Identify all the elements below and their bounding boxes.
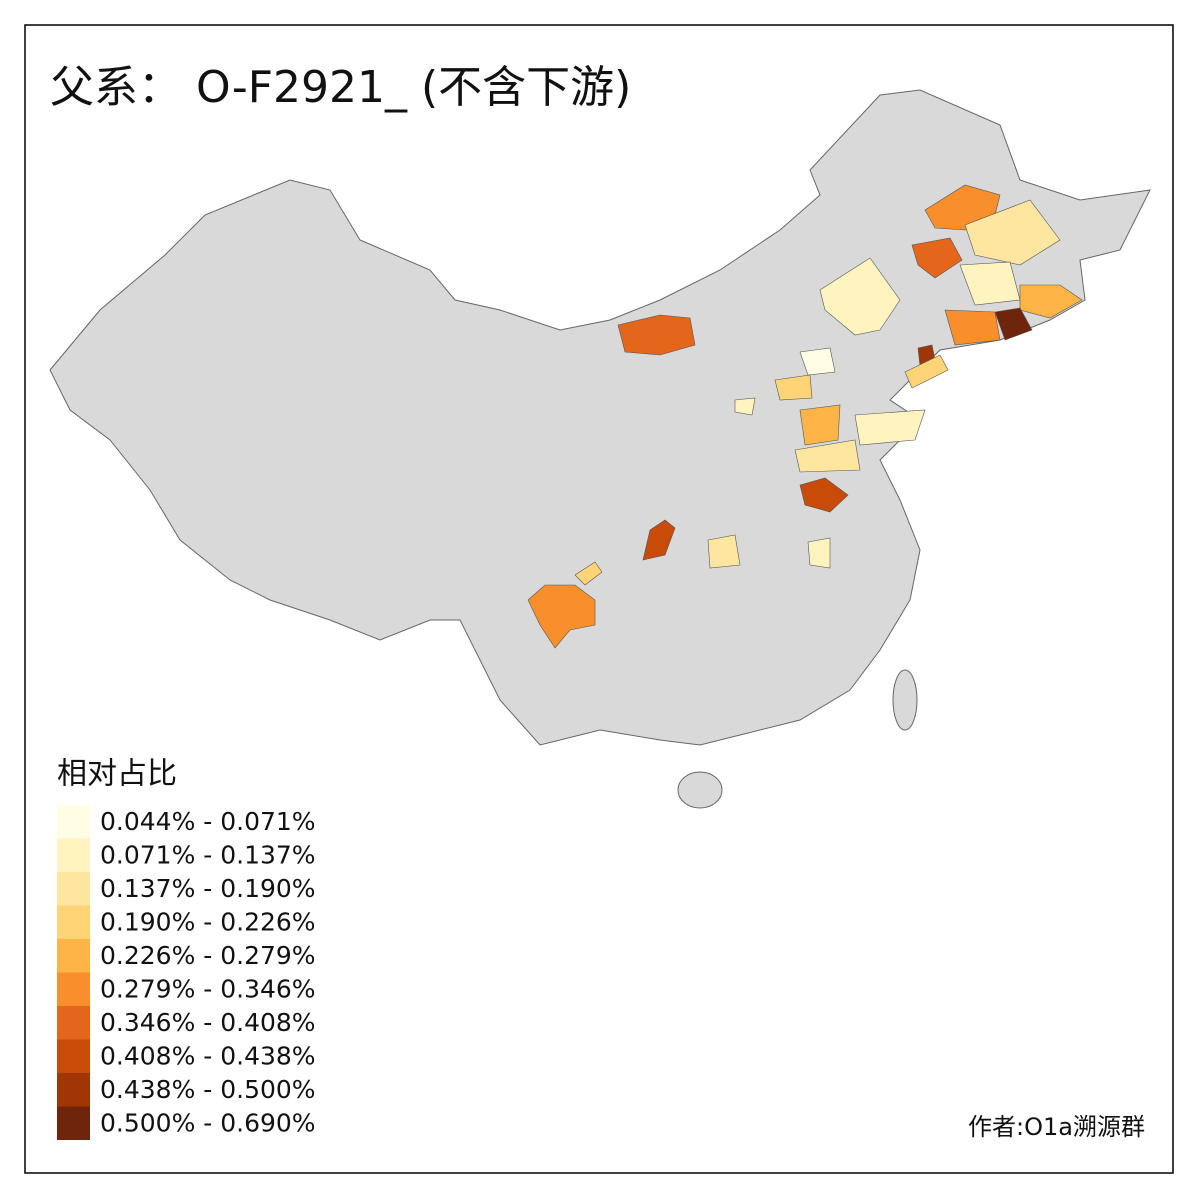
legend-label: 0.408% - 0.438% <box>100 1042 316 1071</box>
legend-swatch <box>57 838 90 872</box>
legend-swatch <box>57 1106 90 1140</box>
legend-label: 0.190% - 0.226% <box>100 908 316 937</box>
region <box>799 477 849 513</box>
island <box>677 771 723 809</box>
credit: 作者:O1a溯源群 <box>968 1113 1145 1141</box>
region <box>994 307 1033 341</box>
legend-label: 0.500% - 0.690% <box>100 1109 316 1138</box>
region <box>794 439 861 473</box>
legend-swatch <box>57 1039 90 1073</box>
legend-title: 相对占比 <box>57 757 177 792</box>
region <box>911 237 963 279</box>
legend-swatch <box>57 805 90 839</box>
legend-label: 0.346% - 0.408% <box>100 1008 316 1037</box>
legend-label: 0.226% - 0.279% <box>100 941 316 970</box>
region <box>527 584 596 649</box>
legend-swatch <box>57 1006 90 1040</box>
legend-swatch <box>57 939 90 973</box>
legend-label: 0.044% - 0.071% <box>100 807 316 836</box>
region <box>799 347 836 376</box>
map-title: 父系： O-F2921_ (不含下游) <box>50 62 631 113</box>
region <box>854 409 926 446</box>
region <box>617 314 696 356</box>
legend-label: 0.438% - 0.500% <box>100 1075 316 1104</box>
region <box>799 404 841 446</box>
region <box>734 397 756 416</box>
legend-swatch <box>57 972 90 1006</box>
region <box>807 537 831 569</box>
region <box>774 374 813 401</box>
legend-swatch <box>57 1073 90 1107</box>
region <box>707 534 741 569</box>
region <box>574 561 603 586</box>
legend-swatch <box>57 905 90 939</box>
region <box>904 354 949 389</box>
frame <box>24 24 1174 1174</box>
legend-label: 0.071% - 0.137% <box>100 841 316 870</box>
legend-label: 0.137% - 0.190% <box>100 874 316 903</box>
island <box>892 669 918 731</box>
region <box>1019 284 1083 319</box>
legend-label: 0.279% - 0.346% <box>100 975 316 1004</box>
region <box>642 519 676 561</box>
legend-swatch <box>57 872 90 906</box>
region <box>819 257 901 336</box>
region <box>964 199 1061 266</box>
region <box>944 309 1001 346</box>
